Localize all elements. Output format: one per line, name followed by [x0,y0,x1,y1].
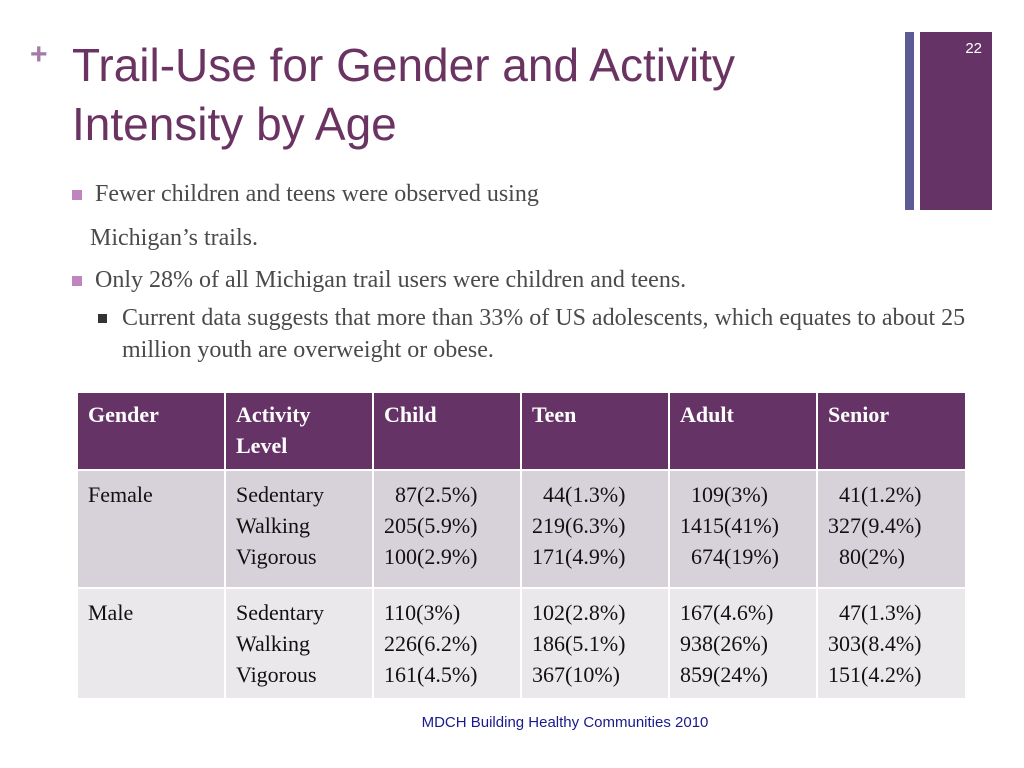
teen-cell: 44(1.3%) 219(6.3%) 171(4.9%) [520,469,670,589]
bullet-text: Fewer children and teens were observed u… [95,181,539,207]
count-value: 205(5.9%) [384,513,478,538]
table-row: Female Sedentary Walking Vigorous 87(2.5… [76,469,967,589]
teen-cell: 102(2.8%) 186(5.1%) 367(10%) [520,587,670,700]
level-value: Walking [236,513,310,538]
table-row: Male Sedentary Walking Vigorous 110(3%) … [76,587,967,700]
activity-level-cell: Sedentary Walking Vigorous [224,587,374,700]
level-value: Vigorous [236,662,317,687]
count-value: 171(4.9%) [532,544,626,569]
count-value: 41(1.2%) [828,482,922,507]
count-value: 109(3%) [680,482,768,507]
level-value: Vigorous [236,544,317,569]
header-activity-level: Activity Level [224,391,374,471]
table-header-row: Gender Activity Level Child Teen Adult S… [76,391,967,471]
gender-cell: Male [76,587,226,700]
bullet-text: Only 28% of all Michigan trail users wer… [95,267,687,293]
source-footer: MDCH Building Healthy Communities 2010 [421,714,709,731]
count-value: 80(2%) [828,544,905,569]
sub-bullet-text: Current data suggests that more than 33%… [122,305,966,363]
count-value: 44(1.3%) [532,482,626,507]
sub-bullet-square-icon [98,314,107,323]
bullet-item: Fewer children and teens were observed u… [70,178,990,210]
slide-number-box [920,32,992,210]
count-value: 167(4.6%) [680,600,774,625]
bullet-square-icon [72,276,82,286]
count-value: 151(4.2%) [828,662,922,687]
count-value: 303(8.4%) [828,631,922,656]
count-value: 367(10%) [532,662,620,687]
bullet-continuation: Michigan’s trails. [90,225,258,251]
gender-cell: Female [76,469,226,589]
accent-bar [905,32,914,210]
adult-cell: 167(4.6%) 938(26%) 859(24%) [668,587,818,700]
level-value: Sedentary [236,600,324,625]
child-cell: 110(3%) 226(6.2%) 161(4.5%) [372,587,522,700]
header-gender: Gender [76,391,226,471]
header-teen: Teen [520,391,670,471]
header-adult: Adult [668,391,818,471]
count-value: 226(6.2%) [384,631,478,656]
slide-title: Trail-Use for Gender and Activity Intens… [72,39,735,150]
senior-cell: 47(1.3%) 303(8.4%) 151(4.2%) [816,587,967,700]
count-value: 674(19%) [680,544,779,569]
senior-cell: 41(1.2%) 327(9.4%) 80(2%) [816,469,967,589]
slide-number: 22 [965,40,982,57]
count-value: 327(9.4%) [828,513,922,538]
header-senior: Senior [816,391,967,471]
adult-cell: 109(3%) 1415(41%) 674(19%) [668,469,818,589]
count-value: 47(1.3%) [828,600,922,625]
trail-use-table: Gender Activity Level Child Teen Adult S… [76,391,967,700]
count-value: 1415(41%) [680,513,779,538]
child-cell: 87(2.5%) 205(5.9%) 100(2.9%) [372,469,522,589]
activity-level-cell: Sedentary Walking Vigorous [224,469,374,589]
bullet-list: Fewer children and teens were observed u… [70,178,990,366]
count-value: 186(5.1%) [532,631,626,656]
plus-icon: + [30,38,48,71]
count-value: 110(3%) [384,600,461,625]
count-value: 102(2.8%) [532,600,626,625]
count-value: 938(26%) [680,631,768,656]
count-value: 87(2.5%) [384,482,478,507]
count-value: 859(24%) [680,662,768,687]
bullet-square-icon [72,190,82,200]
count-value: 100(2.9%) [384,544,478,569]
header-child: Child [372,391,522,471]
bullet-item: Only 28% of all Michigan trail users wer… [70,264,990,296]
count-value: 161(4.5%) [384,662,478,687]
sub-bullet-item: Current data suggests that more than 33%… [94,302,990,366]
level-value: Walking [236,631,310,656]
count-value: 219(6.3%) [532,513,626,538]
level-value: Sedentary [236,482,324,507]
